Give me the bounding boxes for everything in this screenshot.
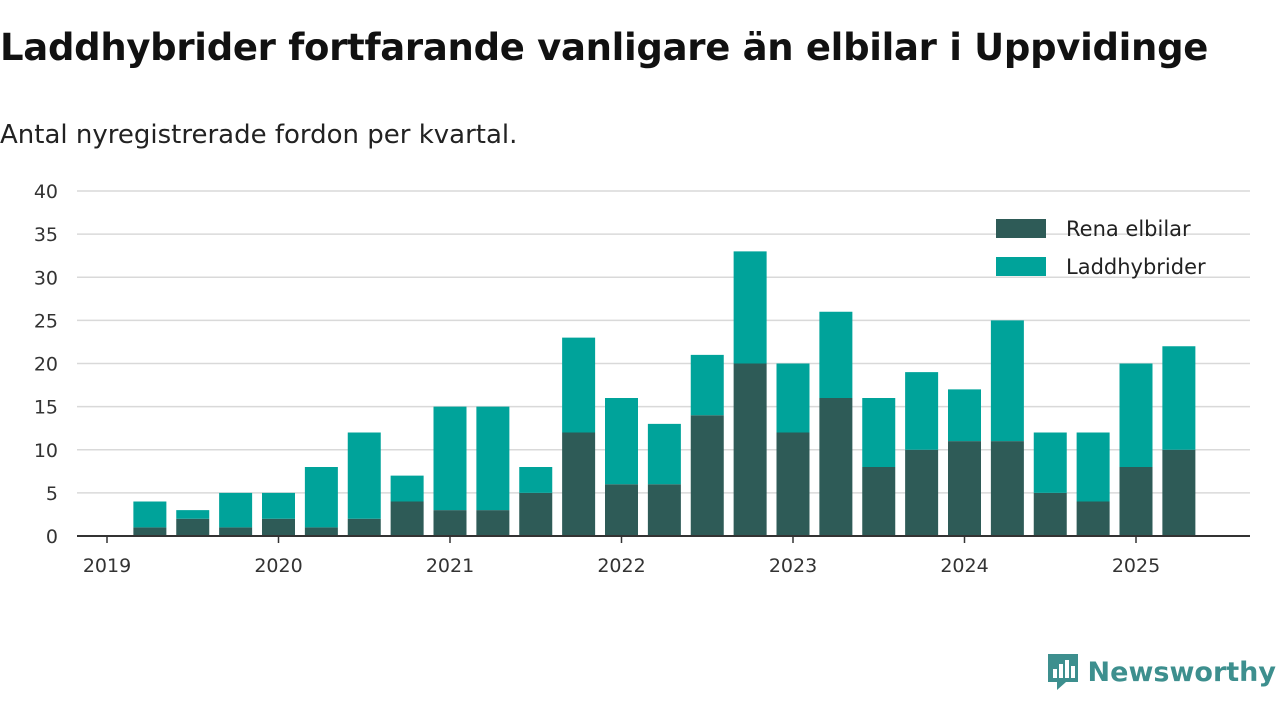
bar-rena-elbilar (304, 527, 338, 536)
bar-rena-elbilar (433, 510, 467, 536)
legend: Rena elbilar Laddhybrider (996, 217, 1206, 279)
bar-rena-elbilar (176, 518, 210, 536)
bar-rena-elbilar (776, 432, 810, 536)
chart-subtitle: Antal nyregistrerade fordon per kvartal. (0, 120, 518, 150)
bar-laddhybrider (948, 389, 981, 442)
newsworthy-logo-icon (1047, 654, 1078, 690)
bar-rena-elbilar (905, 449, 939, 536)
bar-laddhybrider (219, 492, 253, 528)
legend-label: Rena elbilar (1066, 217, 1191, 241)
bar-rena-elbilar (476, 510, 510, 536)
bar-rena-elbilar (647, 484, 681, 536)
bar-laddhybrider (390, 475, 424, 502)
x-tick-label: 2020 (254, 555, 302, 577)
bar-laddhybrider (562, 337, 596, 433)
x-tick-label: 2022 (597, 555, 645, 577)
y-tick-label: 30 (34, 267, 58, 289)
bar-rena-elbilar (990, 441, 1024, 536)
x-tick-label: 2025 (1112, 555, 1160, 577)
bar-rena-elbilar (133, 527, 167, 536)
bar-laddhybrider (690, 354, 724, 416)
bar-rena-elbilar (1076, 501, 1110, 536)
bar-laddhybrider (519, 467, 553, 493)
y-tick-label: 20 (34, 354, 58, 376)
y-tick-label: 0 (46, 526, 58, 548)
bar-laddhybrider (476, 406, 510, 511)
x-tick-label: 2021 (426, 555, 474, 577)
legend-swatch (996, 219, 1046, 238)
y-tick-label: 25 (34, 310, 58, 332)
grid-lines (77, 190, 1250, 494)
bar-rena-elbilar (690, 415, 724, 536)
bars (133, 251, 1196, 536)
bar-rena-elbilar (219, 527, 253, 536)
bar-laddhybrider (1119, 363, 1153, 467)
x-tick-label: 2024 (940, 555, 988, 577)
bar-laddhybrider (905, 372, 939, 450)
bar-laddhybrider (1076, 432, 1110, 502)
x-tick-label: 2023 (769, 555, 817, 577)
bar-laddhybrider (990, 320, 1024, 442)
bar-rena-elbilar (1162, 449, 1196, 536)
bar-laddhybrider (819, 311, 853, 398)
bar-rena-elbilar (1119, 467, 1153, 536)
bar-laddhybrider (262, 492, 295, 519)
brand-name: Newsworthy (1087, 656, 1276, 688)
bar-laddhybrider (304, 467, 338, 528)
bar-laddhybrider (647, 423, 681, 485)
bar-laddhybrider (862, 398, 896, 467)
y-tick-label: 35 (34, 224, 58, 246)
bar-laddhybrider (1033, 432, 1067, 493)
bar-laddhybrider (733, 251, 767, 364)
y-tick-label: 5 (46, 483, 58, 505)
bar-rena-elbilar (390, 501, 424, 536)
bar-rena-elbilar (519, 492, 553, 536)
bar-rena-elbilar (605, 484, 638, 536)
bar-laddhybrider (176, 510, 210, 519)
brand-logo: Newsworthy (1046, 652, 1276, 692)
bar-rena-elbilar (819, 398, 853, 536)
chart-title: Laddhybrider fortfarande vanligare än el… (0, 26, 1209, 69)
bar-rena-elbilar (347, 518, 381, 536)
bar-rena-elbilar (1033, 492, 1067, 536)
bar-rena-elbilar (562, 432, 596, 536)
legend-label: Laddhybrider (1066, 255, 1206, 279)
y-tick-label: 40 (34, 181, 58, 203)
bar-rena-elbilar (733, 363, 767, 536)
y-tick-label: 15 (34, 397, 58, 419)
legend-swatch (996, 257, 1046, 276)
bar-rena-elbilar (948, 441, 981, 536)
bar-rena-elbilar (262, 518, 295, 536)
bar-laddhybrider (605, 398, 638, 485)
bar-laddhybrider (133, 501, 167, 528)
bar-laddhybrider (776, 363, 810, 433)
bar-laddhybrider (1162, 346, 1196, 450)
y-tick-label: 10 (34, 440, 58, 462)
bar-laddhybrider (433, 406, 467, 511)
bar-rena-elbilar (862, 467, 896, 536)
bar-laddhybrider (347, 432, 381, 519)
x-tick-label: 2019 (83, 555, 131, 577)
